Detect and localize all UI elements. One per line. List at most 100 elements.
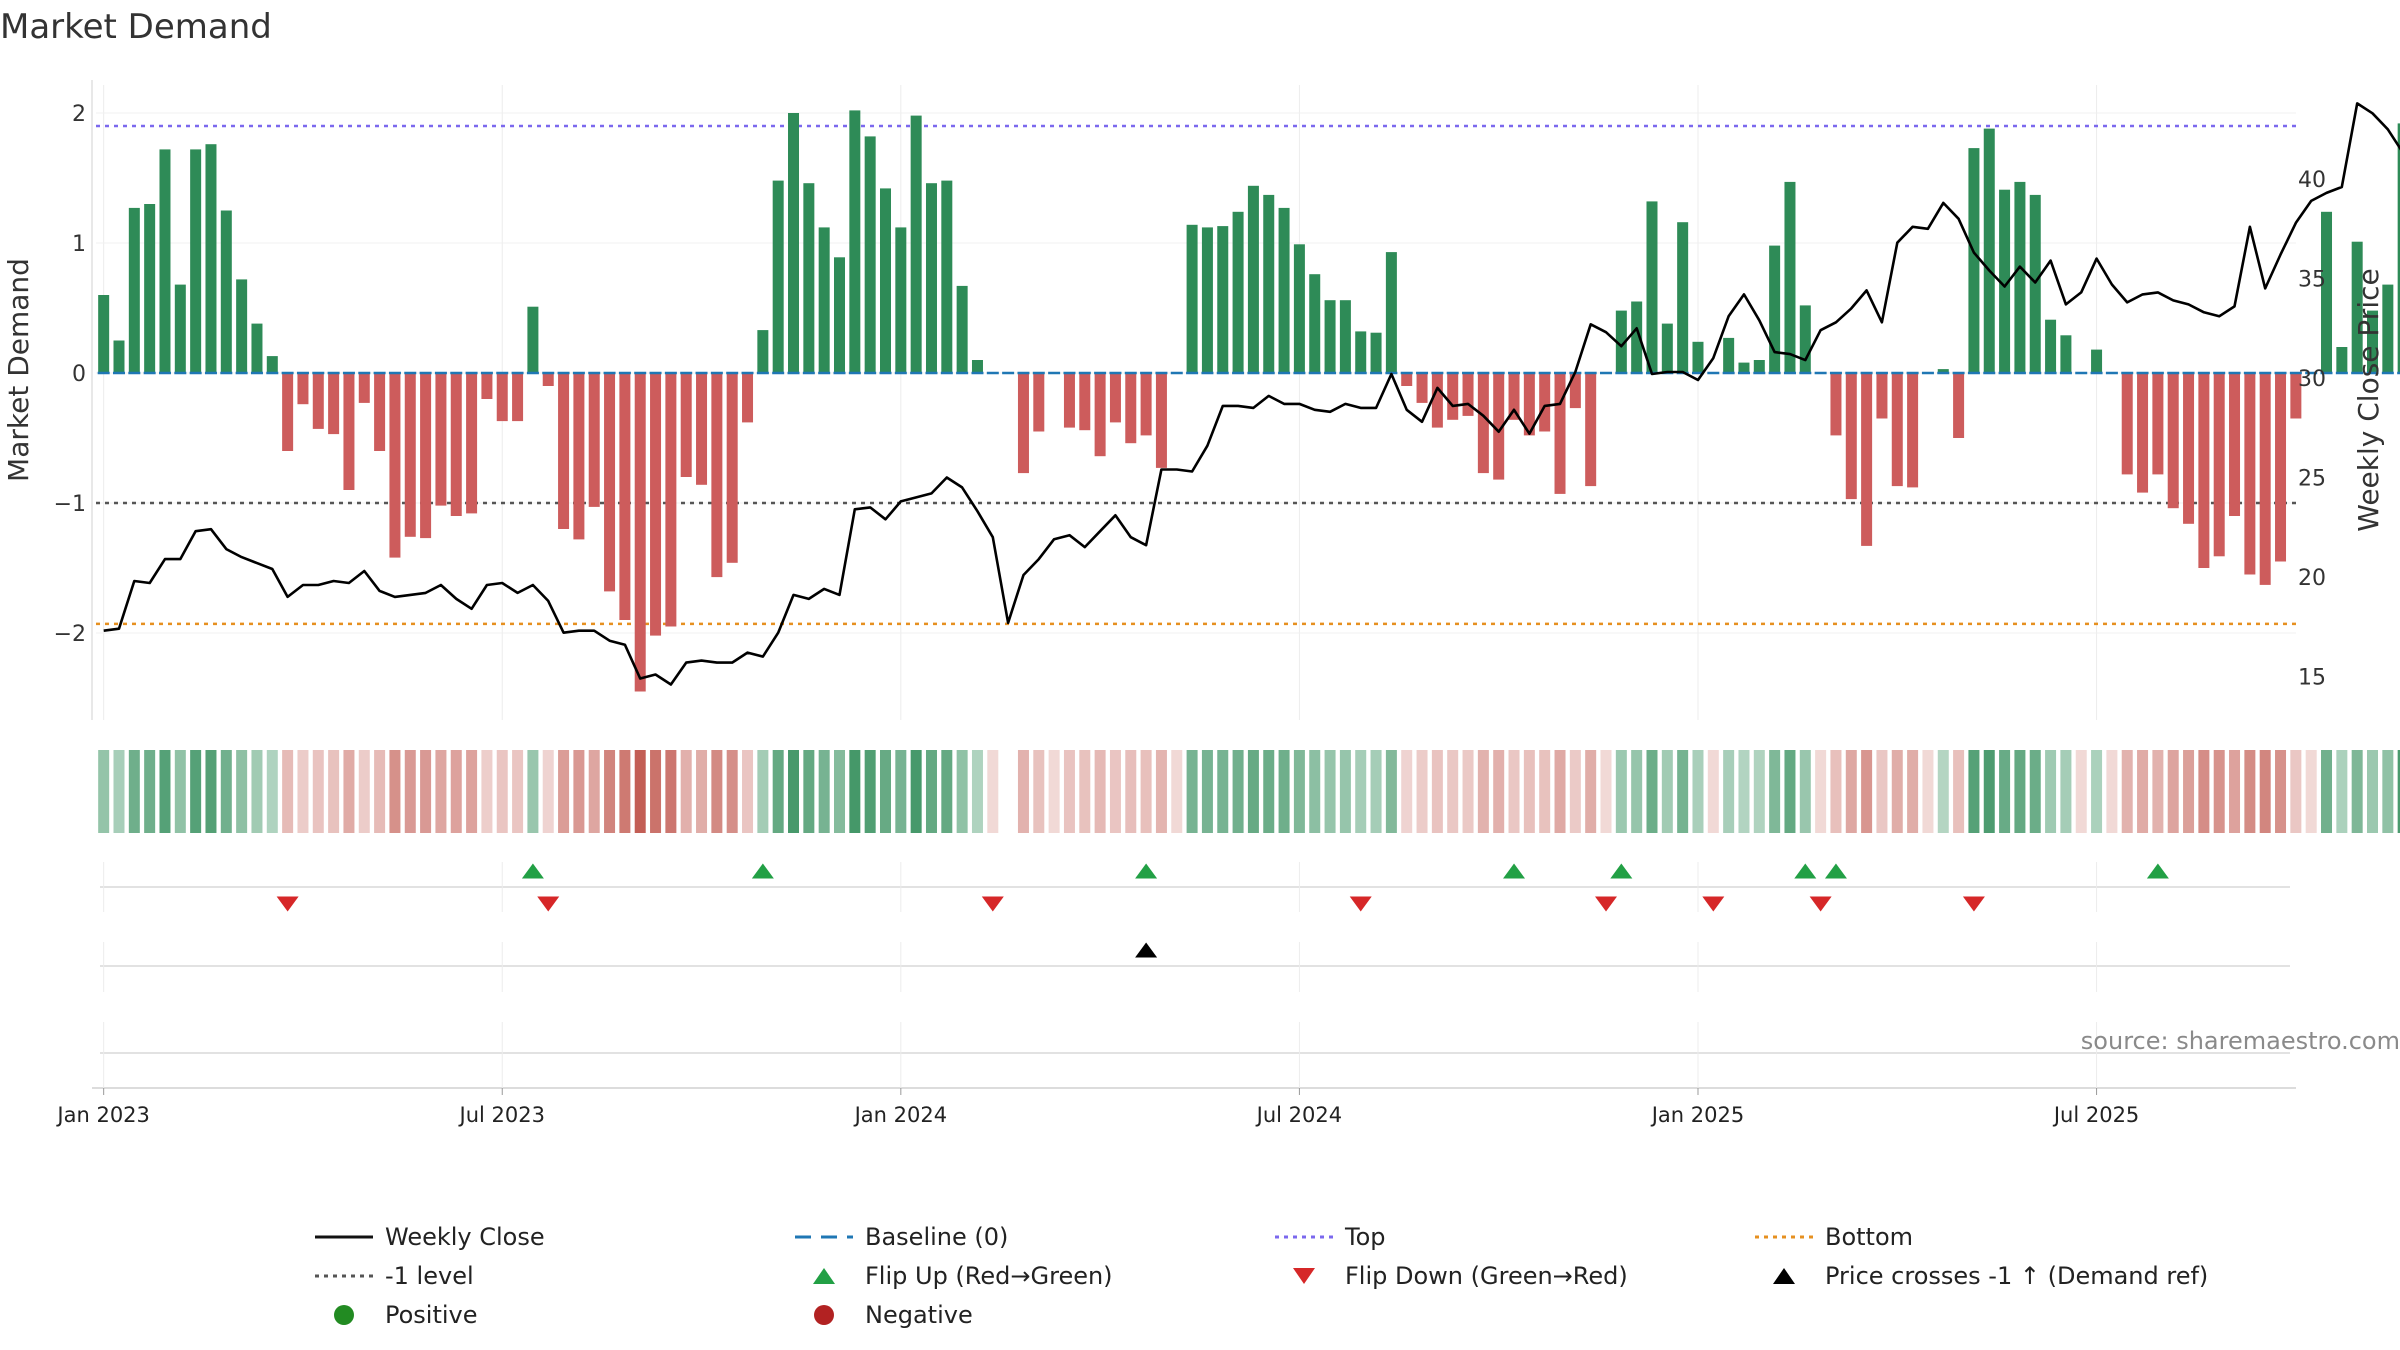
legend-label: Flip Up (Red→Green) xyxy=(865,1262,1113,1290)
heat-cell xyxy=(2060,750,2072,833)
heat-cell xyxy=(1431,750,1443,833)
heat-cell xyxy=(696,750,708,833)
demand-bar xyxy=(2137,373,2149,493)
legend: Weekly Close Baseline (0) Top Bottom -1 leve… xyxy=(315,1223,2208,1329)
demand-bar xyxy=(1508,373,1520,420)
demand-heat-strip xyxy=(98,750,2400,833)
demand-bar xyxy=(2290,373,2302,419)
heat-cell xyxy=(1907,750,1919,833)
heat-cell xyxy=(1815,750,1827,833)
legend-negative-swatch xyxy=(814,1305,834,1325)
demand-bar xyxy=(389,373,401,558)
flip-down-marker xyxy=(1595,896,1618,912)
heat-cell xyxy=(1661,750,1673,833)
demand-bar xyxy=(481,373,493,399)
demand-bar xyxy=(1063,373,1075,428)
demand-bar xyxy=(1401,373,1413,386)
demand-bar xyxy=(1830,373,1842,436)
heat-cell xyxy=(1201,750,1213,833)
heat-cell xyxy=(1079,750,1091,833)
heat-cell xyxy=(1462,750,1474,833)
heat-cell xyxy=(374,750,386,833)
heat-cell xyxy=(1554,750,1566,833)
legend-label: Flip Down (Green→Red) xyxy=(1345,1262,1628,1290)
x-tick-label: Jul 2025 xyxy=(2052,1103,2139,1127)
heat-cell xyxy=(2351,750,2363,833)
demand-bar xyxy=(895,227,907,373)
flip-down-marker xyxy=(981,896,1004,912)
heat-cell xyxy=(1217,750,1229,833)
demand-bar xyxy=(328,373,340,435)
demand-bar xyxy=(1799,305,1811,373)
heat-cell xyxy=(297,750,309,833)
demand-bar xyxy=(604,373,616,592)
heat-cell xyxy=(1493,750,1505,833)
demand-bar xyxy=(2060,335,2072,373)
demand-bar xyxy=(1769,245,1781,373)
demand-bar xyxy=(2167,373,2179,509)
legend-label: -1 level xyxy=(385,1262,474,1290)
demand-bar xyxy=(2397,123,2400,374)
demand-bar xyxy=(2321,211,2333,373)
demand-bar xyxy=(1477,373,1489,474)
x-tick-label: Jan 2024 xyxy=(853,1103,948,1127)
y-axis-label: Market Demand xyxy=(2,258,35,482)
heat-cell xyxy=(1094,750,1106,833)
heat-cell xyxy=(1784,750,1796,833)
heat-cell xyxy=(2106,750,2118,833)
heat-cell xyxy=(2382,750,2394,833)
demand-bar xyxy=(772,180,784,373)
flip-up-marker xyxy=(1610,863,1633,879)
y-tick-label: 2 xyxy=(72,102,86,127)
demand-bar xyxy=(466,373,478,514)
x-tick-label: Jul 2024 xyxy=(1255,1103,1342,1127)
demand-bar xyxy=(1784,181,1796,373)
legend-label: Positive xyxy=(385,1301,478,1329)
heat-cell xyxy=(1232,750,1244,833)
heat-cell xyxy=(818,750,830,833)
demand-bar xyxy=(834,257,846,373)
demand-bar xyxy=(2367,310,2379,373)
heat-cell xyxy=(2045,750,2057,833)
heat-cell xyxy=(925,750,937,833)
demand-bar xyxy=(2045,319,2057,373)
heat-cell xyxy=(2367,750,2379,833)
demand-bar xyxy=(849,110,861,374)
legend-flip-up-swatch xyxy=(813,1268,835,1284)
demand-bar xyxy=(588,373,600,507)
demand-bar xyxy=(941,180,953,373)
demand-bar xyxy=(1094,373,1106,457)
heat-cell xyxy=(711,750,723,833)
heat-cell xyxy=(619,750,631,833)
demand-bar xyxy=(1247,185,1259,373)
demand-bar xyxy=(2336,347,2348,373)
y2-tick-label: 35 xyxy=(2298,268,2326,293)
demand-bar xyxy=(2121,373,2133,475)
demand-bar xyxy=(1661,323,1673,373)
heat-cell xyxy=(1738,750,1750,833)
heat-cell xyxy=(1845,750,1857,833)
heat-cell xyxy=(1861,750,1873,833)
weekly-close-line xyxy=(103,102,2400,686)
demand-bar xyxy=(1677,222,1689,373)
demand-bar xyxy=(1569,373,1581,409)
demand-bar xyxy=(680,373,692,477)
demand-bar xyxy=(1186,224,1198,373)
demand-bar xyxy=(1554,373,1566,494)
legend-label: Bottom xyxy=(1825,1223,1913,1251)
heat-cell xyxy=(1017,750,1029,833)
heat-cell xyxy=(1646,750,1658,833)
source-credit: source: sharemaestro.com xyxy=(2081,1027,2400,1055)
heat-cell xyxy=(1999,750,2011,833)
demand-bar xyxy=(128,207,140,373)
demand-bar xyxy=(1723,337,1735,373)
demand-bar xyxy=(1324,300,1336,373)
demand-bar xyxy=(2275,373,2287,562)
demand-bar xyxy=(1615,310,1627,373)
demand-bar xyxy=(450,373,462,516)
heat-cell xyxy=(680,750,692,833)
heat-cell xyxy=(2244,750,2256,833)
demand-bar xyxy=(1217,226,1229,373)
demand-bar xyxy=(312,373,324,429)
flip-up-marker xyxy=(1503,863,1526,879)
